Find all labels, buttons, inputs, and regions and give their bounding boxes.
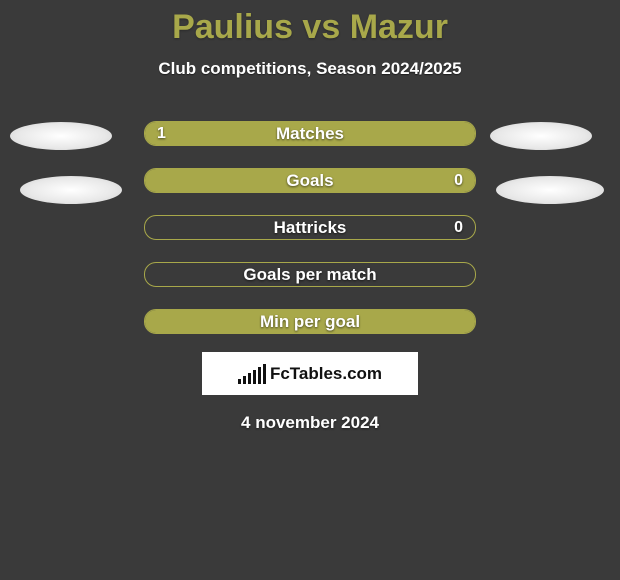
stat-row: Goals0 (144, 168, 476, 193)
stat-row: Goals per match (144, 262, 476, 287)
stat-right-value: 0 (454, 216, 463, 239)
badge-bar (238, 379, 241, 384)
stat-row: Hattricks0 (144, 215, 476, 240)
page-title: Paulius vs Mazur (0, 0, 620, 47)
badge-bar (243, 376, 246, 384)
stat-label: Hattricks (145, 216, 475, 239)
badge-bar (258, 367, 261, 384)
badge-text: FcTables.com (270, 364, 382, 384)
source-badge: FcTables.com (202, 352, 418, 395)
ellipse-decoration (490, 122, 592, 150)
ellipse-decoration (20, 176, 122, 204)
badge-bar (253, 370, 256, 384)
subtitle: Club competitions, Season 2024/2025 (0, 59, 620, 79)
stat-left-value: 1 (157, 122, 166, 145)
stat-row: Matches1 (144, 121, 476, 146)
date-text: 4 november 2024 (0, 413, 620, 433)
badge-bars-icon (238, 364, 266, 384)
badge-bar (248, 373, 251, 384)
ellipse-decoration (10, 122, 112, 150)
stat-right-value: 0 (454, 169, 463, 192)
stat-label: Goals per match (145, 263, 475, 286)
badge-bar (263, 364, 266, 384)
stat-label: Goals (145, 169, 475, 192)
stat-rows: Matches1Goals0Hattricks0Goals per matchM… (0, 121, 620, 334)
ellipse-decoration (496, 176, 604, 204)
stat-row: Min per goal (144, 309, 476, 334)
stat-label: Min per goal (145, 310, 475, 333)
stat-label: Matches (145, 122, 475, 145)
